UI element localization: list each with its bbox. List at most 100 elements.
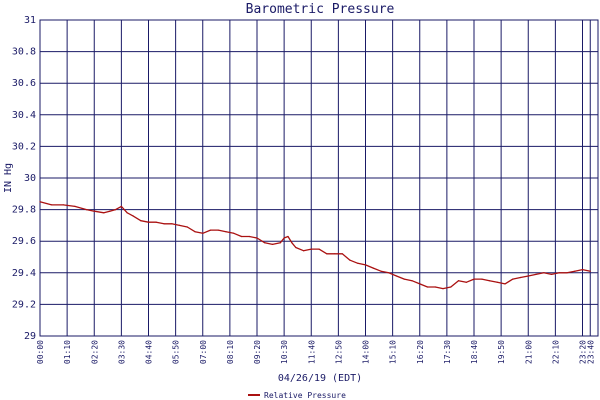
series-layer (39, 201, 591, 290)
data-point (194, 231, 196, 233)
data-point (357, 262, 359, 264)
data-point (589, 270, 591, 272)
data-point (109, 210, 111, 212)
data-point (527, 275, 529, 277)
data-point (140, 220, 142, 222)
data-point (155, 221, 157, 223)
data-point (349, 259, 351, 261)
data-point (380, 270, 382, 272)
y-tick-label: 29.8 (12, 205, 36, 216)
data-point (388, 272, 390, 274)
x-tick-labels: 00:00 01:10 02:20 03:30 04:40 05:50 07:00 08:10… (36, 340, 595, 364)
data-point (126, 212, 128, 214)
data-point (178, 224, 181, 226)
data-point (543, 272, 545, 274)
x-tick-label: 23:40 (586, 340, 595, 364)
x-axis-label: 04/26/19 (EDT) (278, 373, 362, 384)
data-point (39, 201, 41, 203)
x-tick-label: 11:40 (307, 340, 316, 364)
x-tick-label: 01:10 (63, 340, 72, 364)
data-point (473, 278, 475, 280)
x-tick-label: 04:40 (145, 340, 154, 364)
x-tick-label: 02:20 (90, 340, 99, 364)
data-point (457, 280, 460, 282)
data-point (186, 226, 188, 228)
data-point (403, 278, 405, 280)
data-point (248, 235, 250, 238)
y-tick-label: 29.6 (12, 236, 36, 247)
data-point (202, 232, 204, 234)
data-point (550, 273, 553, 275)
data-point (496, 281, 498, 283)
data-point (318, 248, 320, 250)
data-point (287, 235, 289, 238)
data-point (283, 237, 285, 239)
x-tick-label: 12:50 (334, 340, 343, 364)
y-tick-labels: 29 29.2 29.4 29.6 29.8 30 30.2 30.4 30.6 30.8 31 (12, 15, 36, 342)
data-point (310, 248, 312, 250)
data-point (233, 232, 235, 234)
data-point (341, 253, 343, 255)
y-tick-label: 31 (24, 15, 36, 26)
x-tick-label: 10:30 (280, 340, 289, 364)
data-point (426, 286, 429, 288)
data-point (450, 286, 452, 288)
data-point (115, 209, 117, 211)
x-tick-label: 16:20 (416, 340, 425, 364)
legend-label: Relative Pressure (264, 391, 346, 400)
data-point (333, 253, 336, 255)
data-point (442, 288, 444, 290)
data-point (240, 235, 243, 238)
x-tick-label: 03:30 (117, 340, 126, 364)
data-point (74, 205, 76, 207)
x-tick-label: 08:10 (226, 340, 235, 364)
data-point (103, 212, 105, 214)
data-point (209, 229, 212, 231)
data-point (225, 231, 227, 233)
data-point (574, 270, 576, 272)
data-point (512, 278, 514, 280)
grid (39, 19, 598, 337)
x-tick-label: 09:20 (253, 340, 262, 364)
data-point (62, 204, 64, 206)
y-tick-label: 30.2 (12, 141, 36, 152)
y-tick-label: 30.6 (12, 78, 36, 89)
data-point (291, 242, 293, 244)
y-tick-label: 29 (24, 331, 36, 342)
data-point (85, 209, 88, 211)
data-point (264, 242, 266, 244)
x-tick-label: 05:50 (172, 340, 181, 364)
data-point (481, 278, 483, 280)
x-tick-label: 21:00 (524, 340, 533, 364)
data-point (51, 204, 53, 206)
data-point (519, 276, 522, 279)
y-axis-label: IN Hg (3, 163, 14, 193)
y-tick-label: 30 (24, 173, 36, 184)
x-tick-label: 23:20 (579, 340, 588, 364)
data-point (302, 250, 305, 252)
data-point (271, 243, 274, 245)
data-point (566, 272, 568, 274)
x-tick-label: 07:00 (199, 340, 208, 364)
y-tick-label: 30.8 (12, 47, 36, 58)
data-point (364, 264, 367, 266)
legend: Relative Pressure (248, 391, 346, 400)
y-tick-label: 30.4 (12, 110, 36, 121)
chart-title: Barometric Pressure (246, 2, 395, 17)
data-point (120, 205, 122, 207)
data-point (488, 280, 491, 282)
data-point (147, 221, 150, 223)
data-point (163, 223, 165, 225)
data-point (217, 229, 219, 231)
data-point (295, 246, 297, 249)
x-tick-label: 22:10 (551, 340, 560, 364)
x-tick-label: 18:40 (470, 340, 479, 364)
data-point (434, 286, 436, 288)
data-point (279, 242, 281, 244)
x-tick-label: 00:00 (36, 340, 45, 364)
data-point (504, 283, 506, 285)
data-point (171, 223, 173, 225)
y-tick-label: 29.4 (12, 268, 36, 279)
x-tick-label: 19:50 (497, 340, 506, 364)
